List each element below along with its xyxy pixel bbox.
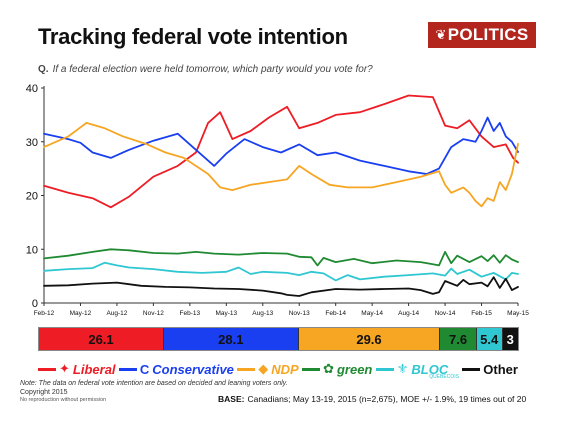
maple-leaf-logo-icon: ❦: [435, 27, 447, 42]
base-label: BASE:: [218, 394, 245, 404]
survey-question: Q. If a federal election were held tomorr…: [38, 64, 373, 75]
legend-swatch: [118, 367, 137, 371]
x-tick-label-May-14: May-14: [361, 310, 383, 317]
legend-swatch: [302, 367, 321, 371]
x-tick-label-May-15: May-15: [507, 310, 529, 317]
series-line-green: [43, 248, 519, 267]
legend-item-5: Other: [462, 362, 518, 377]
legend-label: BLOC: [411, 361, 449, 377]
question-prefix: Q.: [38, 64, 49, 75]
legend-item-3: ✿ green: [302, 361, 372, 377]
series-line-other: [43, 276, 519, 297]
legend-label: Other: [483, 361, 518, 377]
latest-results-bar: 26.1 28.1 29.6 7.6 5.4 3: [38, 327, 519, 351]
y-tick-label-10: 10: [26, 244, 38, 256]
no-reproduction-notice: No reproduction without permission: [20, 397, 107, 403]
bloc-fleur-icon: ⚜: [396, 361, 409, 376]
legend-item-4: ⚜ BLOC QUÉBÉCOIS: [375, 358, 459, 380]
result-segment-4: 5.4: [476, 328, 503, 350]
x-tick-label-Feb-15: Feb-15: [471, 310, 492, 317]
result-segment-0: 26.1: [39, 328, 165, 350]
series-line-liberal: [43, 94, 519, 209]
result-segment-2: 29.6: [298, 328, 441, 350]
legend-label: NDP: [271, 361, 299, 377]
copyright: Copyright 2015: [20, 389, 68, 396]
legend-swatch: [237, 367, 256, 371]
x-tick-label-May-13: May-13: [215, 310, 237, 317]
legend-swatch: [375, 367, 394, 371]
legend-swatch: [38, 367, 56, 371]
legend-item-2: ◆ NDP: [237, 361, 299, 377]
conservative-c-icon: C: [139, 361, 150, 377]
legend-label: Conservative: [152, 361, 234, 377]
x-tick-label-Aug-13: Aug-13: [252, 310, 273, 317]
logo-text: POLITICS: [447, 25, 529, 44]
x-tick-label-Feb-14: Feb-14: [325, 310, 346, 317]
ipolitics-logo: ❦ POLITICS: [428, 22, 536, 48]
x-tick-label-Aug-12: Aug-12: [106, 310, 127, 317]
result-segment-5: 3: [502, 328, 518, 350]
legend-label: green: [336, 361, 373, 377]
legend-item-1: C Conservative: [118, 361, 234, 377]
y-tick-label-40: 40: [26, 83, 38, 95]
x-tick-label-Feb-13: Feb-13: [180, 310, 201, 317]
question-text: If a federal election were held tomorrow…: [52, 64, 373, 75]
x-tick-label-May-12: May-12: [70, 310, 92, 317]
vote-intention-line-chart: 0 10 20 30 40 Feb-12 May-12 Aug-12 Nov-12 Feb-13 M…: [26, 83, 529, 317]
legend-label: Liberal: [72, 361, 116, 377]
result-segment-1: 28.1: [164, 328, 299, 350]
series-line-bloc-qu-b-cois: [43, 261, 519, 282]
y-tick-label-20: 20: [26, 191, 38, 203]
x-tick-label-Nov-13: Nov-13: [289, 310, 310, 317]
chart-title: Tracking federal vote intention: [38, 24, 348, 49]
y-tick-label-0: 0: [32, 298, 38, 310]
base-note: BASE: Canadians; May 13-19, 2015 (n=2,675…: [218, 394, 526, 404]
y-tick-label-30: 30: [26, 137, 38, 149]
x-tick-label-Nov-12: Nov-12: [143, 310, 164, 317]
maple-leaf-icon: ✦: [59, 361, 70, 376]
result-segment-3: 7.6: [440, 328, 477, 350]
legend-sublabel: QUÉBÉCOIS: [429, 374, 459, 380]
base-text: Canadians; May 13-19, 2015 (n=2,675), MO…: [247, 394, 527, 404]
party-legend: ✦ Liberal C Conservative ◆ NDP ✿ green ⚜ BLOC QUÉB…: [38, 358, 518, 380]
green-flower-icon: ✿: [323, 361, 334, 376]
footnote: Note: The data on federal vote intention…: [20, 380, 288, 387]
legend-swatch: [462, 367, 481, 371]
series-line-ndp: [43, 122, 519, 208]
ndp-flag-icon: ◆: [258, 361, 269, 376]
series-line-conservative: [43, 116, 519, 175]
x-tick-label-Nov-14: Nov-14: [435, 310, 456, 317]
legend-item-0: ✦ Liberal: [38, 361, 116, 377]
x-tick-label-Aug-14: Aug-14: [398, 310, 419, 317]
x-tick-label-Feb-12: Feb-12: [34, 310, 55, 317]
